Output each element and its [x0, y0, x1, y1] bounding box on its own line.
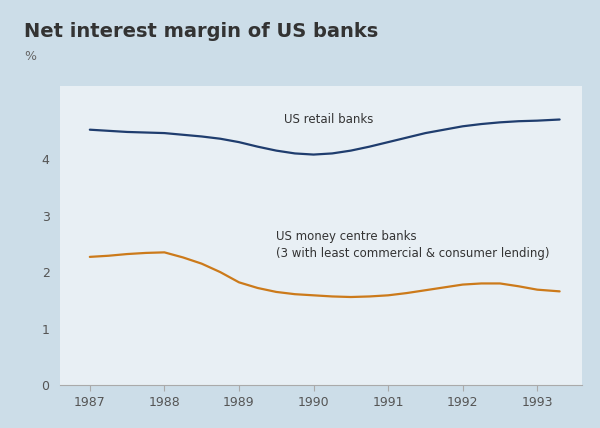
Text: %: % — [24, 50, 36, 63]
Text: US money centre banks
(3 with least commercial & consumer lending): US money centre banks (3 with least comm… — [276, 230, 550, 260]
Text: Net interest margin of US banks: Net interest margin of US banks — [24, 21, 378, 41]
Text: US retail banks: US retail banks — [284, 113, 373, 126]
